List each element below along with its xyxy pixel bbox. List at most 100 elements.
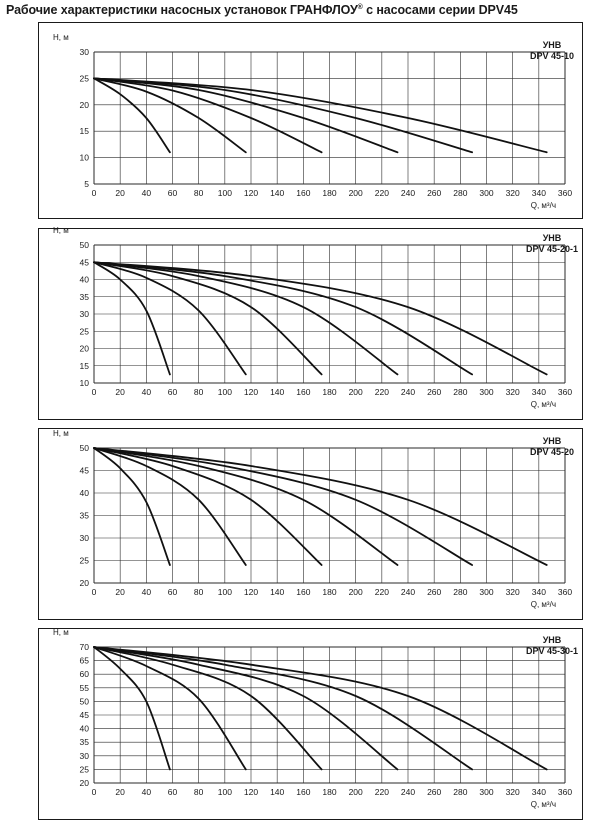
x-tick-label: 60 (168, 387, 178, 397)
y-tick-label: 10 (80, 153, 90, 163)
x-axis-label: Q, м³/ч (531, 400, 556, 409)
model-label-line1: УНВ (543, 40, 562, 50)
x-tick-label: 240 (401, 787, 415, 797)
y-tick-label: 40 (80, 724, 90, 734)
x-tick-label: 120 (244, 587, 258, 597)
x-tick-label: 40 (142, 188, 152, 198)
x-tick-label: 240 (401, 587, 415, 597)
y-tick-label: 20 (80, 100, 90, 110)
y-tick-label: 25 (80, 326, 90, 336)
x-tick-label: 280 (453, 188, 467, 198)
model-label-line2: DPV 45-20-1 (526, 244, 578, 254)
pump-curve-6 (93, 646, 548, 771)
x-tick-label: 220 (375, 188, 389, 198)
x-tick-label: 140 (270, 387, 284, 397)
y-tick-label: 25 (80, 556, 90, 566)
x-tick-label: 20 (115, 587, 125, 597)
x-tick-label: 40 (142, 787, 152, 797)
y-tick-label: 20 (80, 344, 90, 354)
x-tick-label: 160 (296, 587, 310, 597)
y-tick-label: 45 (80, 257, 90, 267)
y-tick-label: 30 (80, 309, 90, 319)
x-tick-label: 220 (375, 587, 389, 597)
x-tick-label: 340 (532, 787, 546, 797)
x-tick-label: 180 (322, 188, 336, 198)
x-tick-label: 180 (322, 587, 336, 597)
y-axis-label: H, м (53, 628, 69, 637)
model-label-line1: УНВ (543, 635, 562, 645)
x-tick-label: 320 (506, 387, 520, 397)
y-tick-label: 30 (80, 751, 90, 761)
x-tick-label: 320 (506, 587, 520, 597)
pump-curve-2 (93, 447, 247, 566)
y-tick-label: 35 (80, 737, 90, 747)
y-tick-label: 70 (80, 642, 90, 652)
pump-curve-1 (93, 77, 171, 154)
x-tick-label: 260 (427, 587, 441, 597)
model-label-line2: DPV 45-10 (530, 51, 574, 61)
x-tick-label: 360 (558, 387, 572, 397)
x-tick-label: 260 (427, 787, 441, 797)
x-tick-label: 200 (349, 188, 363, 198)
chart-panel-1 (38, 22, 583, 219)
pump-curve-2 (93, 77, 247, 154)
x-tick-label: 40 (142, 587, 152, 597)
x-tick-label: 300 (479, 387, 493, 397)
pump-curve-2 (93, 646, 247, 771)
model-label-line1: УНВ (543, 436, 562, 446)
x-tick-label: 220 (375, 787, 389, 797)
x-tick-label: 320 (506, 188, 520, 198)
pump-curve-4 (93, 646, 399, 771)
y-tick-label: 25 (80, 73, 90, 83)
y-tick-label: 30 (80, 533, 90, 543)
y-tick-label: 5 (84, 179, 89, 189)
x-tick-label: 340 (532, 587, 546, 597)
y-tick-label: 45 (80, 710, 90, 720)
y-tick-label: 30 (80, 47, 90, 57)
y-tick-label: 15 (80, 361, 90, 371)
model-label-line1: УНВ (543, 233, 562, 243)
y-tick-label: 10 (80, 378, 90, 388)
x-tick-label: 80 (194, 188, 204, 198)
x-tick-label: 40 (142, 387, 152, 397)
y-tick-label: 50 (80, 443, 90, 453)
x-tick-label: 200 (349, 387, 363, 397)
page-title-main: Рабочие характеристики насосных установо… (6, 3, 358, 17)
x-tick-label: 360 (558, 587, 572, 597)
chart-2: 10 15 20 25 30 35 40 45 50 0 20 40 60 80 100 120 140 160 1… (53, 226, 578, 409)
x-tick-label: 100 (218, 387, 232, 397)
x-tick-label: 240 (401, 387, 415, 397)
pump-curve-6 (93, 77, 548, 154)
x-tick-label: 20 (115, 188, 125, 198)
x-tick-label: 0 (92, 188, 97, 198)
x-tick-label: 140 (270, 188, 284, 198)
y-tick-label: 35 (80, 292, 90, 302)
model-label-line2: DPV 45-30-1 (526, 646, 578, 656)
x-tick-label: 60 (168, 787, 178, 797)
x-tick-label: 360 (558, 188, 572, 198)
x-tick-label: 160 (296, 188, 310, 198)
x-tick-label: 260 (427, 188, 441, 198)
y-tick-label: 20 (80, 578, 90, 588)
x-tick-label: 140 (270, 787, 284, 797)
pump-curve-5 (93, 77, 473, 154)
x-tick-label: 280 (453, 787, 467, 797)
pump-curve-2 (93, 261, 247, 376)
x-tick-label: 0 (92, 787, 97, 797)
y-tick-label: 65 (80, 656, 90, 666)
x-tick-label: 300 (479, 587, 493, 597)
x-tick-label: 120 (244, 387, 258, 397)
x-tick-label: 300 (479, 787, 493, 797)
x-tick-label: 240 (401, 188, 415, 198)
registered-mark: ® (357, 3, 363, 11)
pump-curve-1 (93, 447, 171, 566)
x-tick-label: 60 (168, 587, 178, 597)
chart-panel-2 (38, 228, 583, 420)
model-label-line2: DPV 45-20 (530, 447, 574, 457)
x-tick-label: 80 (194, 587, 204, 597)
x-tick-label: 180 (322, 387, 336, 397)
